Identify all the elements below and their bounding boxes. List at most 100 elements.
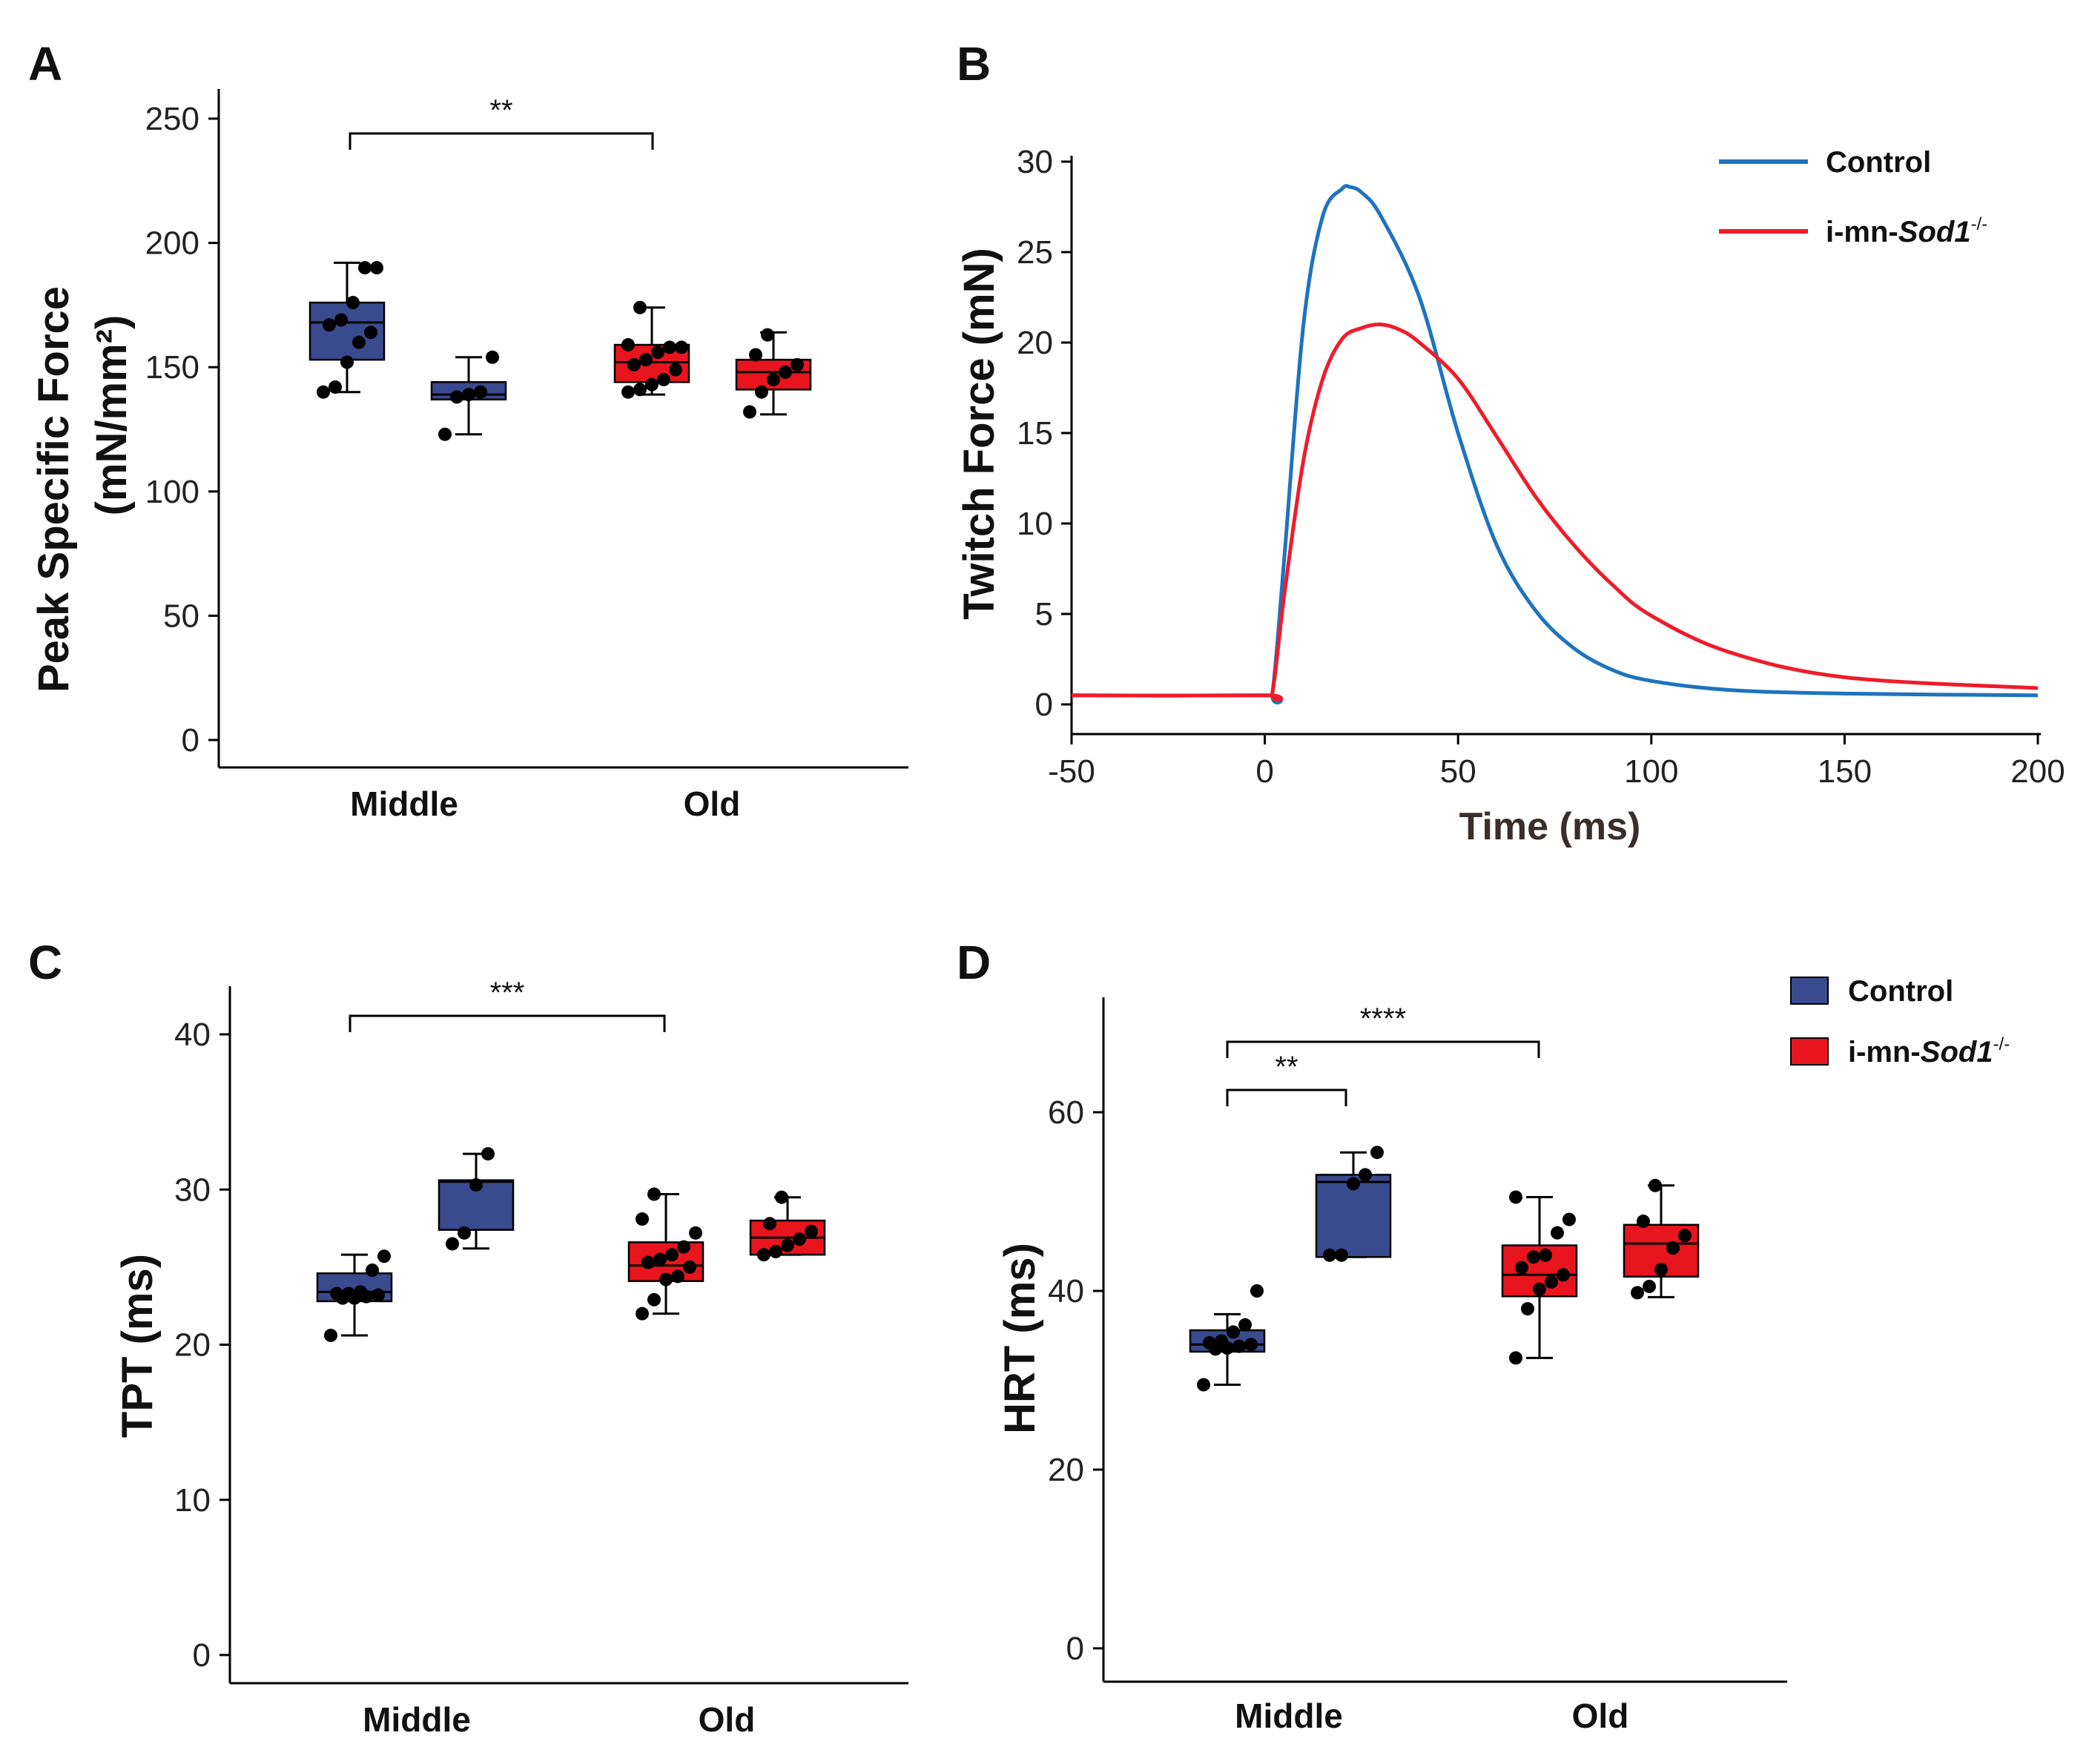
panel-d-data-point xyxy=(1232,1339,1246,1353)
panel-d-category-label: Old xyxy=(1572,1697,1629,1735)
panel-a-boxplot: Peak Specific Force (mN/mm²) 0 50 100 150 20… xyxy=(30,89,908,823)
panel-a-category-label: Middle xyxy=(350,784,458,823)
panel-b-y-tick-label: 25 xyxy=(1017,234,1053,271)
panel-a-data-point xyxy=(669,363,682,377)
panel-a-data-point xyxy=(462,388,475,402)
panel-d-data-point xyxy=(1370,1146,1384,1160)
panel-a-data-point xyxy=(675,340,688,354)
panel-a-data-point xyxy=(791,357,804,371)
panel-c-ylabel: TPT (ms) xyxy=(113,1254,162,1438)
panel-a-data-point xyxy=(761,328,774,342)
panel-c-data-point xyxy=(689,1226,702,1240)
panel-d-data-point xyxy=(1643,1279,1656,1293)
panel-c-significance-label: *** xyxy=(490,977,525,1009)
panel-b-legend-label: Control xyxy=(1826,146,1931,179)
panel-b-line-chart: Twitch Force (mN) Time (ms) 0 5 10 15 20 25 30… xyxy=(955,144,2065,848)
panel-a-data-point xyxy=(317,385,330,399)
panel-d-data-point xyxy=(1203,1335,1216,1350)
panel-a-data-point xyxy=(621,385,635,399)
panel-a-y-tick-label: 50 xyxy=(163,598,199,634)
panel-d-legend-swatch xyxy=(1790,1037,1829,1066)
panel-d-data-point xyxy=(1562,1212,1576,1226)
panel-a-data-point xyxy=(474,385,487,399)
panel-d-data-point xyxy=(1545,1275,1558,1289)
panel-b-legend-label: i-mn-Sod1-/- xyxy=(1826,214,1987,248)
panel-a-data-point xyxy=(364,326,377,340)
panel-a-significance-bracket xyxy=(349,132,654,150)
panel-a-ylabel-line2: (mN/mm²) xyxy=(88,315,136,516)
panel-c-data-point xyxy=(636,1307,649,1321)
panel-b-label: B xyxy=(957,37,991,90)
panel-d-label: D xyxy=(957,936,991,989)
panel-c-data-point xyxy=(636,1212,649,1226)
panel-a-data-point xyxy=(358,261,372,275)
panel-d-data-point xyxy=(1515,1261,1528,1275)
panel-d-data-point xyxy=(1521,1302,1534,1316)
panel-b-ylabel: Twitch Force (mN) xyxy=(955,248,1003,620)
panel-d-data-point xyxy=(1533,1282,1546,1296)
panel-d-significance-label: ** xyxy=(1275,1051,1298,1083)
panel-c-data-point xyxy=(446,1237,459,1251)
panel-d-data-point xyxy=(1509,1190,1522,1204)
panel-b-series-line-control xyxy=(1071,184,2039,705)
panel-a-y-tick-label: 100 xyxy=(145,474,199,510)
panel-a-data-point xyxy=(438,427,452,441)
panel-a-data-point xyxy=(621,338,635,352)
panel-d-data-point xyxy=(1323,1248,1336,1262)
panel-b-xlabel: Time (ms) xyxy=(1459,805,1641,848)
panel-c-data-point xyxy=(377,1249,391,1263)
panel-b-series-line-sod1 xyxy=(1071,323,2039,702)
panel-c-y-tick-label: 20 xyxy=(174,1327,211,1364)
panel-c-data-point xyxy=(354,1285,367,1299)
panel-c-category-label: Middle xyxy=(363,1700,471,1739)
panel-b-y-tick-label: 15 xyxy=(1017,415,1053,452)
panel-c-data-point xyxy=(781,1238,794,1252)
panel-a-data-point xyxy=(323,318,336,332)
panel-a-data-point xyxy=(627,357,641,371)
panel-a-data-point xyxy=(767,372,780,386)
panel-c-data-point xyxy=(647,1292,661,1307)
panel-b-y-tick-label: 20 xyxy=(1017,325,1053,361)
panel-c-data-point xyxy=(366,1263,379,1278)
panel-c-y-tick-label: 10 xyxy=(174,1482,211,1519)
panel-d-data-point xyxy=(1250,1284,1264,1298)
panel-a-data-point xyxy=(329,380,342,394)
panel-d-data-point xyxy=(1509,1351,1522,1365)
panel-d-y-tick-label: 0 xyxy=(1066,1631,1084,1667)
panel-c-data-point xyxy=(330,1286,343,1301)
panel-b-x-tick-label: 150 xyxy=(1818,753,1872,790)
panel-a-data-point xyxy=(486,350,499,364)
panel-c-category-label: Old xyxy=(699,1700,756,1739)
panel-c-data-point xyxy=(458,1226,471,1240)
panel-d-data-point xyxy=(1654,1263,1668,1277)
panel-a-y-tick-label: 150 xyxy=(145,349,199,386)
panel-d-ylabel: HRT (ms) xyxy=(996,1243,1044,1434)
panel-b-y-tick-label: 30 xyxy=(1017,144,1053,180)
panel-d-legend-swatch xyxy=(1790,977,1829,1005)
panel-d-data-point xyxy=(1649,1178,1662,1192)
panel-c-y-tick-label: 40 xyxy=(174,1017,211,1053)
panel-d-data-point xyxy=(1347,1177,1360,1191)
panel-d-significance-label: **** xyxy=(1360,1002,1406,1035)
panel-c-data-point xyxy=(793,1232,806,1246)
panel-b-x-tick-label: -50 xyxy=(1048,753,1095,790)
panel-d-legend-label: i-mn-Sod1-/- xyxy=(1848,1034,2010,1068)
panel-b-x-tick-label: 0 xyxy=(1255,753,1273,790)
panel-a-data-point xyxy=(657,372,670,386)
panel-a-significance-label: ** xyxy=(489,94,512,127)
panel-c-data-point xyxy=(481,1147,495,1161)
panel-a-data-point xyxy=(663,340,676,354)
panel-c-data-point xyxy=(805,1224,818,1238)
panel-d-data-point xyxy=(1335,1248,1348,1262)
panel-a-data-point xyxy=(645,377,659,392)
panel-a-ylabel-line1: Peak Specific Force xyxy=(30,286,78,693)
panel-d-data-point xyxy=(1631,1286,1644,1300)
panel-d-y-tick-label: 20 xyxy=(1048,1452,1084,1488)
panel-a-y-tick-label: 250 xyxy=(145,101,199,137)
panel-d-data-point xyxy=(1637,1215,1650,1229)
panel-c-data-point xyxy=(342,1286,355,1301)
panel-c-data-point xyxy=(647,1187,661,1201)
panel-c-data-point xyxy=(769,1244,782,1258)
